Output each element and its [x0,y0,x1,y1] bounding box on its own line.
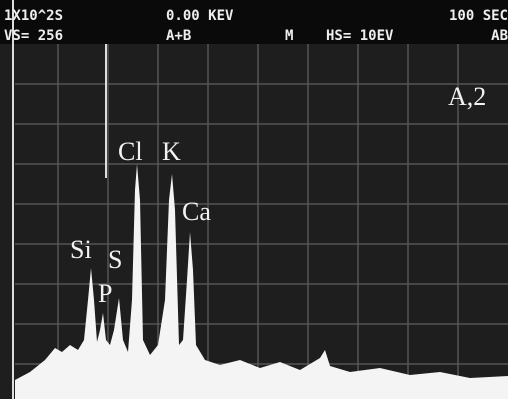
status-scale: 1X10^2S [4,8,63,24]
status-m: M [285,28,293,44]
sample-label: A,2 [448,82,486,111]
peak-label: Cl [118,137,143,166]
status-hs: HS= 10EV [326,28,394,44]
status-time: 100 SEC [449,8,508,24]
peak-label: Si [70,235,92,264]
status-energy: 0.00 KEV [166,8,234,24]
header-band [0,0,508,44]
screen: 1X10^2S 0.00 KEV 100 SEC VS= 256 A+B M H… [0,0,508,399]
peak-label: Ca [182,197,211,226]
status-ab: AB [491,28,508,44]
status-vs: VS= 256 [4,28,63,44]
peak-label: P [98,279,112,308]
peak-label: S [108,245,122,274]
status-mode: A+B [166,28,191,44]
peak-label: K [162,137,181,166]
background [0,0,508,399]
